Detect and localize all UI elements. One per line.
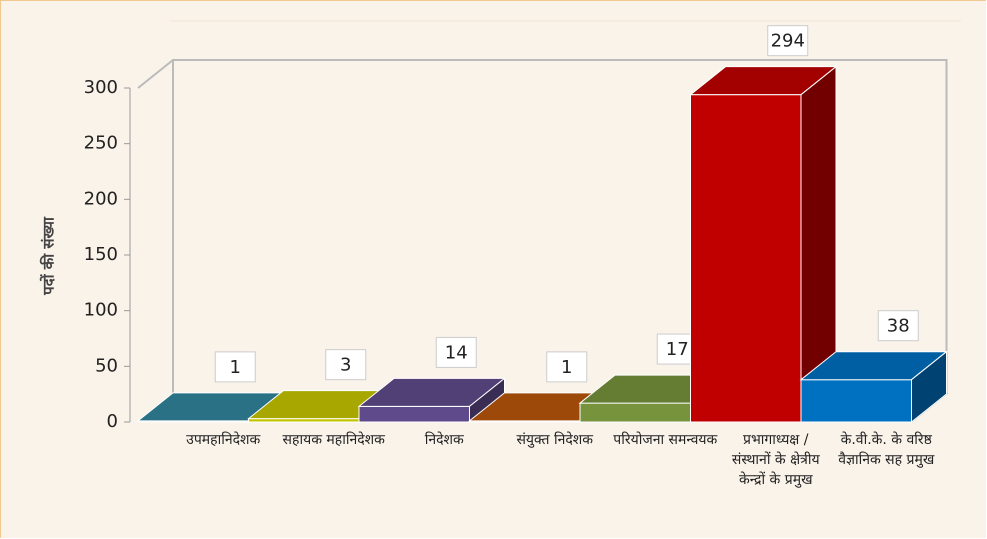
value-label-box (877, 310, 919, 342)
value-label: 294 (771, 31, 805, 52)
y-tick-label: 100 (84, 300, 118, 321)
x-tick-label: निदेशक (424, 432, 464, 448)
bar-side (911, 350, 947, 424)
value-label: 1 (230, 357, 241, 378)
y-tick-label: 200 (84, 188, 118, 209)
bar-front (579, 402, 691, 423)
bar-front (248, 418, 360, 423)
value-label: 3 (340, 355, 351, 376)
bar (357, 377, 506, 424)
value-label: 14 (445, 342, 468, 363)
value-label: 38 (887, 316, 910, 337)
value-label: 17 (666, 339, 689, 360)
bar-front (358, 405, 470, 423)
x-tick-label: प्रभागाध्यक्ष / संस्थानों के क्षेत्रीय क… (731, 432, 820, 488)
y-tick-label: 250 (84, 133, 118, 154)
value-label-box (214, 351, 256, 383)
y-tick-label: 0 (107, 411, 118, 432)
bar (799, 350, 948, 424)
bar-front (690, 94, 802, 423)
y-axis-label: पदों की संख्या (40, 216, 58, 296)
bar (689, 65, 838, 424)
back-wall-frame (137, 59, 948, 394)
value-label: 1 (561, 357, 572, 378)
value-label-box (325, 349, 367, 381)
x-tick-label: उपमहानिदेशक (186, 432, 261, 448)
x-tick-label: संयुक्त निदेशक (516, 432, 594, 448)
y-tick-label: 150 (84, 244, 118, 265)
value-label-box (435, 336, 477, 368)
value-label-box (767, 25, 809, 57)
bar-front (800, 379, 912, 423)
x-tick-label: परियोजना समन्वयक (613, 432, 718, 448)
y-tick-label: 300 (84, 77, 118, 98)
y-tick-label: 50 (95, 355, 118, 376)
value-label-box (546, 351, 588, 383)
x-tick-label: सहायक महानिदेशक (282, 432, 385, 448)
x-tick-label: के.वी.के. के वरिष्ठ वैज्ञानिक सह प्रमुख (838, 432, 935, 468)
